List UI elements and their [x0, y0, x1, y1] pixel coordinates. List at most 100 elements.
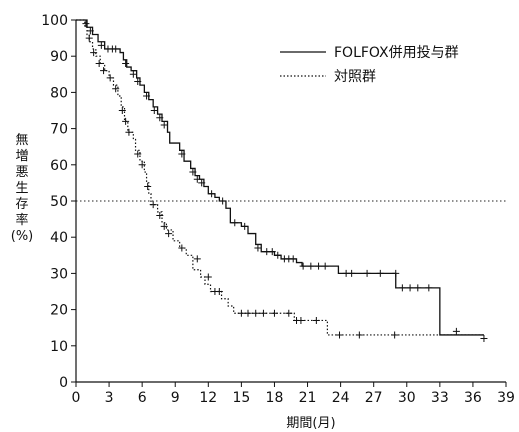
- censor-mark: [285, 309, 293, 317]
- censor-mark: [299, 262, 307, 270]
- censor-mark: [198, 179, 206, 187]
- censor-mark: [204, 273, 212, 281]
- x-tick-label: 39: [497, 390, 515, 406]
- x-tick-label: 18: [266, 390, 284, 406]
- censor-mark: [178, 244, 186, 252]
- censor-mark: [268, 248, 276, 256]
- x-tick-label: 30: [398, 390, 416, 406]
- censor-mark: [355, 331, 363, 339]
- censor-mark: [143, 92, 151, 100]
- censor-mark: [134, 150, 142, 158]
- axis-labels: 期間(月) 無増悪生存率(%): [11, 133, 336, 431]
- censor-mark: [90, 49, 98, 57]
- censor-mark: [95, 59, 103, 67]
- y-axis-label-part: (%): [11, 229, 34, 244]
- censor-mark: [274, 251, 282, 259]
- y-axis-label-part: 存: [15, 197, 28, 212]
- x-tick-label: 12: [199, 390, 217, 406]
- censor-mark: [254, 244, 262, 252]
- y-tick-label: 40: [50, 230, 68, 246]
- legend-label-control: 対照群: [334, 69, 376, 85]
- censor-mark: [149, 201, 157, 209]
- censor-mark: [414, 284, 422, 292]
- censor-mark: [165, 230, 173, 238]
- censor-mark: [219, 197, 227, 205]
- censor-mark: [289, 255, 297, 263]
- censor-mark: [321, 262, 329, 270]
- censor-mark: [363, 269, 371, 277]
- censor-mark: [348, 269, 356, 277]
- censor-mark: [156, 211, 164, 219]
- series-line: [76, 19, 484, 336]
- censor-mark: [241, 222, 249, 230]
- censor-mark: [215, 288, 223, 295]
- x-tick-label: 9: [171, 390, 180, 406]
- y-tick-label: 90: [50, 49, 68, 65]
- y-tick-label: 0: [59, 375, 68, 391]
- censor-mark: [391, 331, 399, 339]
- y-tick-label: 70: [50, 122, 68, 138]
- censor-mark: [150, 107, 158, 114]
- y-tick-label: 20: [50, 303, 68, 319]
- censor-mark: [307, 262, 315, 270]
- y-tick-label: 100: [41, 13, 68, 29]
- censor-mark: [129, 70, 137, 78]
- y-axis-label-part: 率: [15, 212, 28, 228]
- y-axis-label: 無増悪生存率(%): [11, 133, 34, 244]
- censor-mark: [156, 114, 164, 122]
- x-tick-label: 21: [299, 390, 317, 406]
- censor-mark: [100, 67, 108, 75]
- x-tick-label: 3: [105, 390, 114, 406]
- censor-mark: [452, 327, 460, 335]
- censor-mark: [86, 27, 94, 35]
- censor-mark: [160, 121, 168, 129]
- censor-mark: [122, 117, 130, 125]
- censor-mark: [336, 331, 344, 339]
- x-tick-label: 24: [332, 390, 350, 406]
- censor-mark: [134, 78, 142, 86]
- x-tick-label: 33: [431, 390, 449, 406]
- censor-mark: [144, 183, 152, 191]
- censor-mark: [237, 309, 245, 317]
- x-tick-label: 27: [365, 390, 383, 406]
- censor-mark: [259, 309, 267, 317]
- censor-mark: [244, 309, 252, 317]
- y-axis-label-part: 無: [15, 133, 28, 148]
- censor-mark: [118, 107, 126, 114]
- censor-mark: [85, 34, 93, 42]
- censor-mark: [138, 161, 146, 169]
- y-tick-label: 10: [50, 339, 68, 355]
- series-line: [76, 19, 484, 336]
- legend-label-folfox: FOLFOX併用投与群: [334, 45, 459, 61]
- censor-mark: [82, 20, 90, 28]
- censor-mark: [160, 222, 168, 230]
- censor-mark: [112, 45, 120, 53]
- x-tick-label: 15: [232, 390, 250, 406]
- x-tick-label: 6: [138, 390, 147, 406]
- censor-mark: [208, 190, 216, 198]
- censor-mark: [112, 85, 120, 93]
- y-axis-label-part: 増: [15, 149, 28, 164]
- series-layer: [76, 19, 488, 343]
- series-control: [76, 19, 484, 339]
- x-axis-label: 期間(月): [286, 416, 335, 431]
- censor-mark: [252, 309, 260, 317]
- y-axis-label-part: 生: [15, 181, 28, 196]
- y-tick-label: 50: [50, 194, 68, 210]
- censor-mark: [193, 175, 201, 183]
- censor-mark: [97, 41, 105, 49]
- censor-mark: [270, 309, 278, 317]
- censor-mark: [392, 269, 400, 277]
- censor-mark: [231, 219, 239, 227]
- censor-mark: [189, 168, 197, 176]
- censor-mark: [398, 284, 406, 292]
- y-tick-label: 80: [50, 85, 68, 101]
- censor-mark: [178, 150, 186, 158]
- censor-mark: [297, 316, 305, 324]
- y-tick-label: 30: [50, 266, 68, 282]
- censor-mark: [312, 316, 320, 324]
- censor-mark: [315, 262, 323, 270]
